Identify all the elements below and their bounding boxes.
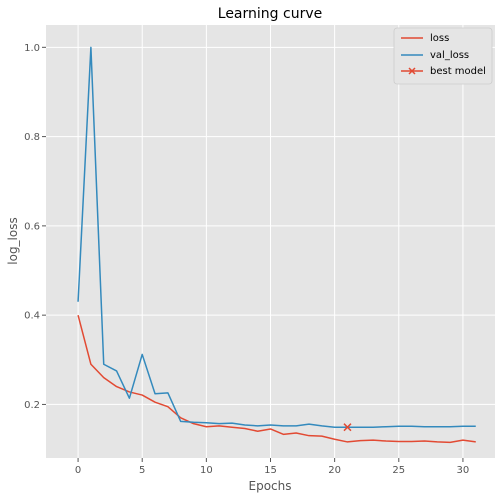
x-tick-label: 20 xyxy=(328,465,341,476)
legend-frame xyxy=(393,27,493,85)
x-tick-label: 10 xyxy=(200,465,213,476)
legend-marker-best-model xyxy=(408,67,416,75)
y-tick-label: 0.2 xyxy=(24,400,40,411)
y-tick-label: 0.6 xyxy=(24,221,40,232)
legend-label-loss: loss xyxy=(430,33,449,44)
grid xyxy=(46,25,495,458)
x-tick-label: 5 xyxy=(139,465,145,476)
x-tick-group: 0 5 10 15 20 25 30 xyxy=(75,458,469,476)
chart-title: Learning curve xyxy=(218,6,322,22)
x-axis-label: Epochs xyxy=(249,479,292,493)
val-loss-line xyxy=(77,46,476,428)
y-tick-group: 0.2 0.4 0.6 0.8 1.0 xyxy=(24,43,46,411)
legend: loss val_loss best model xyxy=(393,27,493,85)
y-axis-label: log_loss xyxy=(6,217,20,264)
x-tick-label: 0 xyxy=(75,465,81,476)
legend-label-best-model: best model xyxy=(430,66,486,77)
y-tick-label: 1.0 xyxy=(24,43,40,54)
legend-label-val-loss: val_loss xyxy=(430,50,469,61)
y-tick-label: 0.4 xyxy=(24,311,40,322)
series-group xyxy=(77,46,476,444)
x-tick-label: 15 xyxy=(264,465,277,476)
x-tick-label: 30 xyxy=(457,465,470,476)
loss-line xyxy=(77,314,476,444)
y-tick-label: 0.8 xyxy=(24,132,40,143)
x-tick-label: 25 xyxy=(392,465,405,476)
best-model-marker xyxy=(343,423,352,432)
